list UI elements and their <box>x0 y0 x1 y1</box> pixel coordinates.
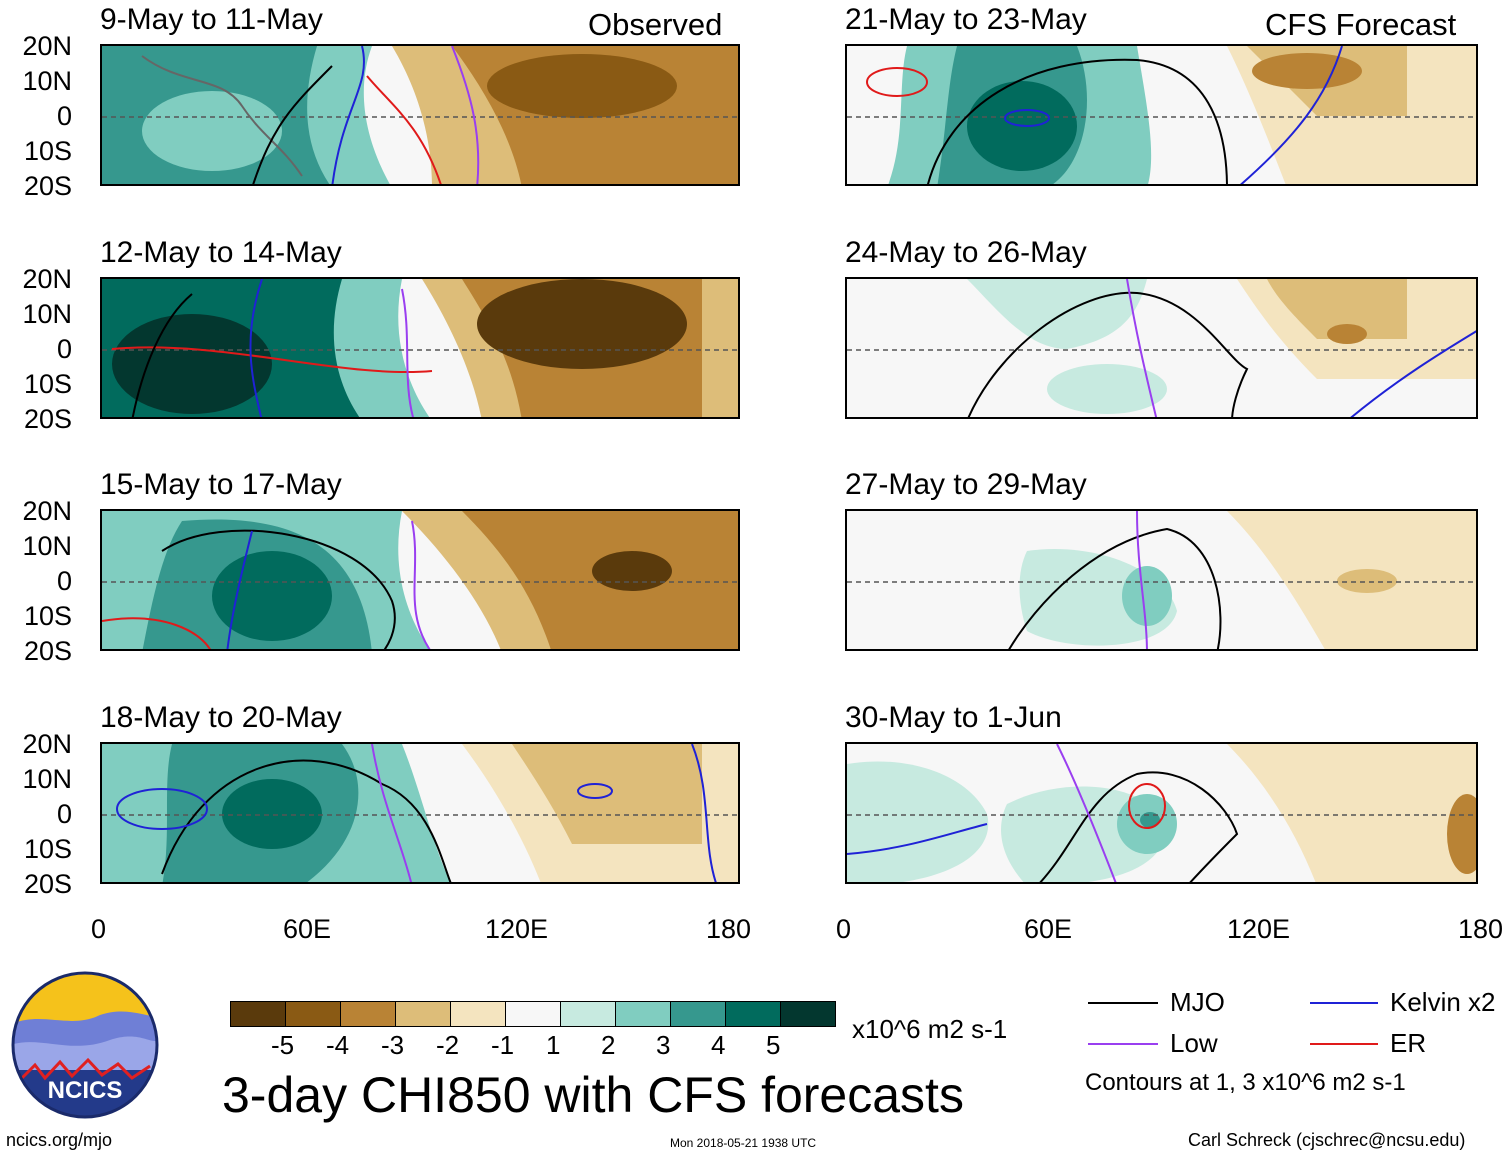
observed-label: Observed <box>588 7 723 42</box>
colorbar-tick-label: 4 <box>711 1030 726 1060</box>
map-panel-fc-3 <box>845 509 1478 651</box>
lat-label-10s: 10S <box>23 136 72 166</box>
map-panel-fc-2 <box>845 277 1478 419</box>
colorbar-tick-label: -3 <box>381 1030 405 1060</box>
legend-line-kelvin <box>1310 1002 1378 1004</box>
panel-title-fc-3: 27-May to 29-May <box>845 468 1087 501</box>
panel-title-fc-4: 30-May to 1-Jun <box>845 701 1062 734</box>
lat-label-10n: 10N <box>22 531 72 561</box>
colorbar-swatch <box>230 1001 286 1027</box>
lat-label-20s: 20S <box>23 636 72 666</box>
lon-label-180-left: 180 <box>706 914 752 944</box>
colorbar-tick-label: 1 <box>546 1030 561 1060</box>
legend-label-mjo: MJO <box>1170 987 1225 1017</box>
map-panel-obs-1 <box>100 44 740 186</box>
lon-label-60e-left: 60E <box>283 914 332 944</box>
logo-text: NCICS <box>48 1077 123 1104</box>
colorbar-swatch <box>780 1001 836 1027</box>
footer-timestamp: Mon 2018-05-21 1938 UTC <box>670 1136 817 1150</box>
colorbar-tick-label: -5 <box>271 1030 295 1060</box>
colorbar-swatch <box>615 1001 671 1027</box>
lat-label-10n: 10N <box>22 764 72 794</box>
legend-line-er <box>1310 1043 1378 1045</box>
lat-label-20s: 20S <box>23 171 72 201</box>
lat-label-20s: 20S <box>23 404 72 434</box>
lon-label-180-right: 180 <box>1458 914 1504 944</box>
forecast-label: CFS Forecast <box>1265 7 1457 42</box>
lon-label-60e-right: 60E <box>1024 914 1073 944</box>
legend-contours-note: Contours at 1, 3 x10^6 m2 s-1 <box>1085 1069 1406 1096</box>
panel-title-obs-2: 12-May to 14-May <box>100 236 342 269</box>
colorbar-tick-label: -2 <box>436 1030 460 1060</box>
lat-label-0: 0 <box>56 799 72 829</box>
map-panel-fc-1 <box>845 44 1478 186</box>
ncics-logo: NCICS <box>10 970 160 1120</box>
figure-title: 3-day CHI850 with CFS forecasts <box>222 1067 964 1123</box>
panel-title-obs-4: 18-May to 20-May <box>100 701 342 734</box>
colorbar-swatch <box>450 1001 506 1027</box>
lon-label-120e-left: 120E <box>485 914 549 944</box>
colorbar-swatch <box>725 1001 781 1027</box>
lon-label-0-right: 0 <box>836 914 852 944</box>
lat-label-20n: 20N <box>22 264 72 294</box>
lat-label-20n: 20N <box>22 729 72 759</box>
lat-label-20n: 20N <box>22 31 72 61</box>
legend-label-kelvin: Kelvin x2 <box>1390 987 1496 1017</box>
colorbar-tick-label: 3 <box>656 1030 671 1060</box>
colorbar-swatch <box>340 1001 396 1027</box>
lat-label-0: 0 <box>56 566 72 596</box>
panel-title-obs-3: 15-May to 17-May <box>100 468 342 501</box>
colorbar-swatch <box>560 1001 616 1027</box>
map-panel-fc-4 <box>845 742 1478 884</box>
colorbar-swatch <box>395 1001 451 1027</box>
panel-title-fc-2: 24-May to 26-May <box>845 236 1087 269</box>
map-panel-obs-2 <box>100 277 740 419</box>
lat-label-10n: 10N <box>22 66 72 96</box>
colorbar-swatch <box>670 1001 726 1027</box>
panel-title-obs-1: 9-May to 11-May <box>100 3 323 36</box>
lon-label-120e-right: 120E <box>1227 914 1291 944</box>
lat-label-0: 0 <box>56 101 72 131</box>
colorbar-tick-label: -4 <box>326 1030 350 1060</box>
footer-url[interactable]: ncics.org/mjo <box>6 1130 113 1150</box>
map-panel-obs-3 <box>100 509 740 651</box>
lat-label-10s: 10S <box>23 369 72 399</box>
legend-line-mjo <box>1088 1002 1158 1004</box>
footer-author: Carl Schreck (cjschrec@ncsu.edu) <box>1188 1130 1466 1150</box>
colorbar-swatch <box>505 1001 561 1027</box>
lat-label-0: 0 <box>56 334 72 364</box>
legend-label-er: ER <box>1390 1028 1427 1058</box>
lat-label-20s: 20S <box>23 869 72 899</box>
lon-label-0-left: 0 <box>91 914 107 944</box>
lat-label-10s: 10S <box>23 834 72 864</box>
map-panel-obs-4 <box>100 742 740 884</box>
colorbar-tick-label: -1 <box>491 1030 515 1060</box>
colorbar-tick-label: 5 <box>766 1030 781 1060</box>
colorbar-swatch <box>285 1001 341 1027</box>
lat-label-10n: 10N <box>22 299 72 329</box>
lat-label-20n: 20N <box>22 496 72 526</box>
panel-title-fc-1: 21-May to 23-May <box>845 3 1087 36</box>
colorbar-tick-label: 2 <box>601 1030 616 1060</box>
colorbar-units: x10^6 m2 s-1 <box>852 1014 1008 1044</box>
lat-label-10s: 10S <box>23 601 72 631</box>
legend-label-low: Low <box>1170 1028 1218 1058</box>
legend-line-low <box>1088 1043 1158 1045</box>
